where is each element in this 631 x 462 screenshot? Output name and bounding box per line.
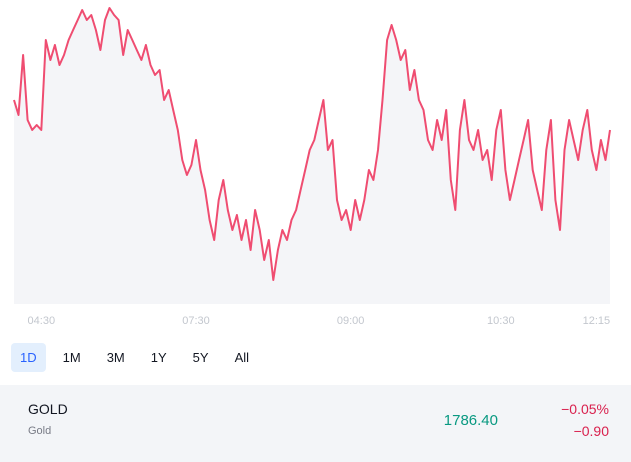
range-tab[interactable]: 5Y — [192, 350, 209, 365]
change-percent: −0.05% — [561, 401, 609, 417]
range-tab[interactable]: 1D — [11, 343, 46, 372]
x-tick-label: 12:15 — [583, 315, 611, 327]
x-tick-label: 07:30 — [182, 315, 210, 327]
price: 1786.40 — [443, 412, 498, 429]
range-tabs: 1D 1M 3M 1Y 5Y All — [11, 343, 258, 372]
x-tick-label: 09:00 — [337, 315, 365, 327]
range-tab[interactable]: All — [234, 350, 250, 365]
symbol: GOLD — [28, 401, 68, 417]
range-tab[interactable]: 1M — [62, 350, 81, 365]
area — [14, 8, 610, 304]
change: −0.90 — [573, 423, 609, 439]
range-tab[interactable]: 3M — [106, 350, 125, 365]
x-tick-label: 10:30 — [487, 315, 515, 327]
quote-panel[interactable]: GOLD Gold 1786.40 −0.05% −0.90 — [0, 385, 631, 462]
x-tick-label: 04:30 — [28, 315, 56, 327]
price-line — [13, 7, 611, 281]
chart: 04:30 07:30 09:00 10:30 12:15 — [13, 7, 611, 327]
range-tab[interactable]: 1Y — [150, 350, 167, 365]
name: Gold — [28, 425, 52, 437]
